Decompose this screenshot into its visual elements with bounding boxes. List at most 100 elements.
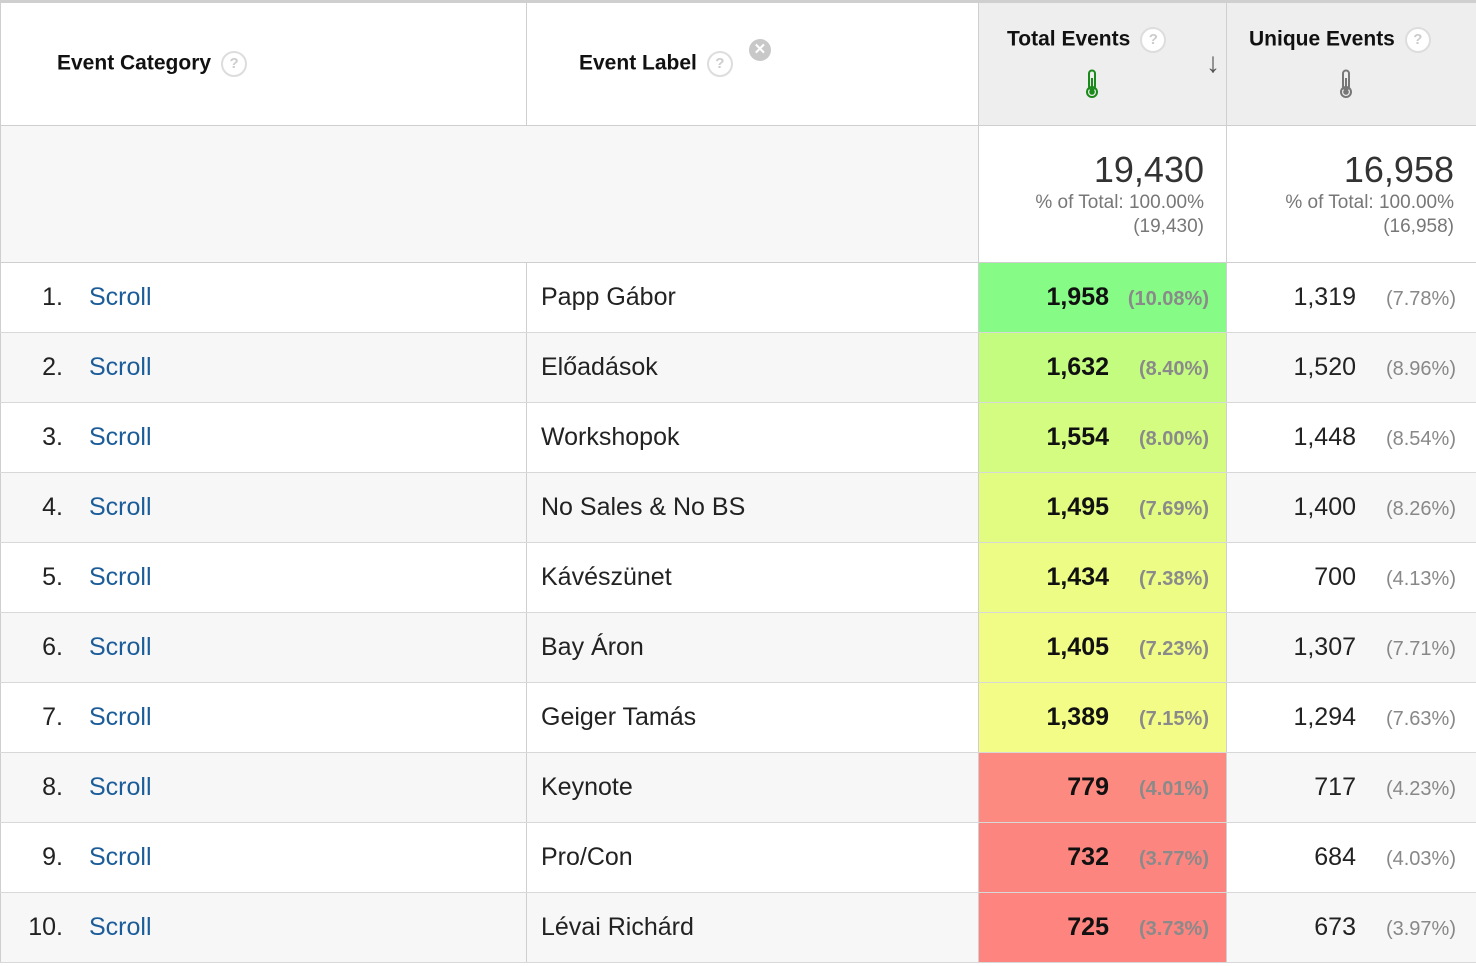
remove-dimension-icon[interactable]: ✕: [748, 39, 771, 61]
unique-events-percent: (7.78%): [1385, 288, 1456, 310]
totals-unique-events: 16,958 % of Total: 100.00% (16,958): [1226, 125, 1476, 263]
row-index: 3.: [42, 423, 63, 451]
thermometer-icon[interactable]: [1085, 69, 1099, 99]
unique-events-value: 700: [1314, 563, 1356, 591]
unique-events-header-label[interactable]: Unique Events: [1249, 27, 1395, 51]
total-events-percent: (8.40%): [1138, 358, 1209, 380]
table-row: 9. Scroll Pro/Con 732 (3.77%) 684 (4.03%): [0, 822, 1476, 893]
total-events-percent-of-total: % of Total: 100.00%: [1035, 192, 1204, 213]
event-category-cell: 2. Scroll: [0, 332, 527, 403]
total-events-cell: 1,958 (10.08%): [978, 262, 1227, 333]
row-index: 5.: [42, 563, 63, 591]
total-events-value: 1,632: [1046, 353, 1109, 381]
total-events-value: 1,495: [1046, 493, 1109, 521]
total-events-value: 732: [1067, 843, 1109, 871]
event-label-cell: Bay Áron: [526, 612, 979, 683]
total-events-absolute: (19,430): [1133, 216, 1204, 237]
event-category-link[interactable]: Scroll: [89, 563, 152, 591]
unique-events-absolute: (16,958): [1383, 216, 1454, 237]
unique-events-value: 1,448: [1293, 423, 1356, 451]
unique-events-value: 1,520: [1293, 353, 1356, 381]
total-events-cell: 779 (4.01%): [978, 752, 1227, 823]
total-events-cell: 1,495 (7.69%): [978, 472, 1227, 543]
help-icon[interactable]: ?: [1140, 27, 1167, 53]
total-events-value: 779: [1067, 773, 1109, 801]
column-header-total-events[interactable]: Total Events? ↓: [978, 0, 1227, 126]
unique-events-cell: 1,307 (7.71%): [1226, 612, 1476, 683]
table-row: 8. Scroll Keynote 779 (4.01%) 717 (4.23%): [0, 752, 1476, 823]
total-events-value: 725: [1067, 913, 1109, 941]
total-events-cell: 1,632 (8.40%): [978, 332, 1227, 403]
row-index: 1.: [42, 283, 63, 311]
event-category-cell: 3. Scroll: [0, 402, 527, 473]
unique-events-percent-of-total: % of Total: 100.00%: [1285, 192, 1454, 213]
total-events-cell: 1,554 (8.00%): [978, 402, 1227, 473]
unique-events-value: 1,319: [1293, 283, 1356, 311]
event-category-link[interactable]: Scroll: [89, 633, 152, 661]
totals-spacer: [0, 125, 979, 263]
sort-descending-icon[interactable]: ↓: [1206, 47, 1220, 78]
row-index: 4.: [42, 493, 63, 521]
total-events-value: 1,554: [1046, 423, 1109, 451]
total-events-cell: 725 (3.73%): [978, 892, 1227, 963]
total-events-percent: (3.77%): [1138, 848, 1209, 870]
event-label-cell: Geiger Tamás: [526, 682, 979, 753]
row-index: 6.: [42, 633, 63, 661]
event-category-link[interactable]: Scroll: [89, 423, 152, 451]
row-index: 2.: [42, 353, 63, 381]
row-index: 10.: [28, 913, 63, 941]
column-header-event-label[interactable]: Event Label ? ✕: [526, 0, 979, 126]
thermometer-icon[interactable]: [1339, 69, 1353, 99]
help-icon[interactable]: ?: [221, 51, 248, 77]
event-category-link[interactable]: Scroll: [89, 353, 152, 381]
event-category-cell: 9. Scroll: [0, 822, 527, 893]
event-label-header-label[interactable]: Event Label: [579, 51, 697, 75]
help-icon[interactable]: ?: [1404, 27, 1431, 53]
event-label-cell: Lévai Richárd: [526, 892, 979, 963]
table-row: 2. Scroll Előadások 1,632 (8.40%) 1,520 (8.96%…: [0, 332, 1476, 403]
total-events-cell: 1,434 (7.38%): [978, 542, 1227, 613]
row-index: 7.: [42, 703, 63, 731]
unique-events-percent: (7.71%): [1385, 638, 1456, 660]
unique-events-percent: (4.03%): [1385, 848, 1456, 870]
total-events-header-label[interactable]: Total Events: [1007, 27, 1131, 51]
event-label-cell: No Sales & No BS: [526, 472, 979, 543]
unique-events-percent: (7.63%): [1385, 708, 1456, 730]
column-header-unique-events[interactable]: Unique Events?: [1226, 0, 1476, 126]
help-icon[interactable]: ?: [706, 51, 733, 77]
event-category-link[interactable]: Scroll: [89, 843, 152, 871]
event-category-cell: 8. Scroll: [0, 752, 527, 823]
table-row: 1. Scroll Papp Gábor 1,958 (10.08%) 1,319 (7.7…: [0, 262, 1476, 333]
event-category-link[interactable]: Scroll: [89, 913, 152, 941]
total-events-value: 1,405: [1046, 633, 1109, 661]
unique-events-percent: (4.23%): [1385, 778, 1456, 800]
unique-events-value: 673: [1314, 913, 1356, 941]
unique-events-percent: (3.97%): [1385, 918, 1456, 940]
unique-events-value: 1,294: [1293, 703, 1356, 731]
table-row: 6. Scroll Bay Áron 1,405 (7.23%) 1,307 (7.71%): [0, 612, 1476, 683]
unique-events-value: 1,400: [1293, 493, 1356, 521]
event-label-cell: Előadások: [526, 332, 979, 403]
event-label-cell: Kávészünet: [526, 542, 979, 613]
unique-events-value: 684: [1314, 843, 1356, 871]
unique-events-cell: 1,400 (8.26%): [1226, 472, 1476, 543]
event-category-link[interactable]: Scroll: [89, 703, 152, 731]
unique-events-cell: 673 (3.97%): [1226, 892, 1476, 963]
event-category-link[interactable]: Scroll: [89, 773, 152, 801]
total-events-percent: (7.23%): [1138, 638, 1209, 660]
unique-events-percent: (8.96%): [1385, 358, 1456, 380]
unique-events-cell: 1,319 (7.78%): [1226, 262, 1476, 333]
unique-events-sum: 16,958: [1343, 149, 1454, 190]
event-category-header-label[interactable]: Event Category: [57, 51, 212, 75]
event-category-cell: 4. Scroll: [0, 472, 527, 543]
totals-row: 19,430 % of Total: 100.00% (19,430) 16,9…: [0, 125, 1476, 263]
event-category-link[interactable]: Scroll: [89, 283, 152, 311]
event-category-link[interactable]: Scroll: [89, 493, 152, 521]
row-index: 8.: [42, 773, 63, 801]
total-events-percent: (10.08%): [1127, 288, 1209, 310]
column-header-event-category[interactable]: Event Category?: [0, 0, 527, 126]
total-events-sum: 19,430: [1093, 149, 1204, 190]
table-row: 4. Scroll No Sales & No BS 1,495 (7.69%) 1,40…: [0, 472, 1476, 543]
total-events-value: 1,389: [1046, 703, 1109, 731]
